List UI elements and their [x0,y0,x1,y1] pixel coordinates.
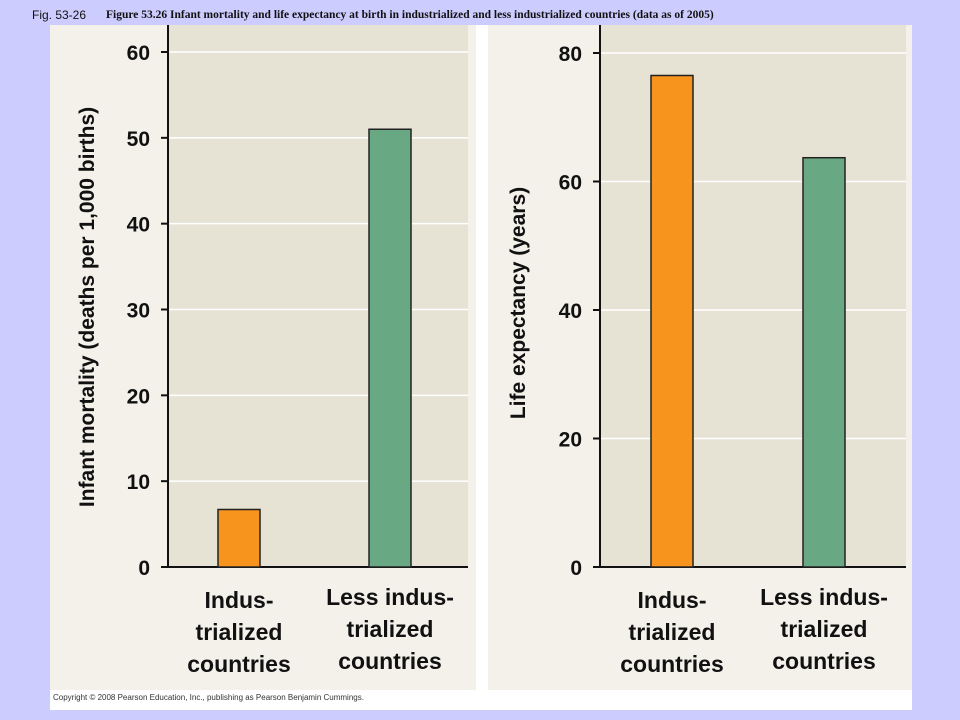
figure-number: Fig. 53-26 [32,8,87,22]
chart-2: 0 20 40 60 80 Indus-trialized countries Less in… [507,25,906,677]
figure-caption: Figure 53.26 Infant mortality and life e… [106,9,714,21]
y-tick-label: 30 [127,300,150,323]
y-tick-label: 60 [559,172,582,195]
bar-less-industrialized [368,128,412,568]
y-tick-label: 0 [570,557,582,580]
y-tick-label: 50 [127,128,150,151]
y-tick-label: 10 [127,471,150,494]
y-tick-label: 20 [127,385,150,408]
bar-industrialized [217,508,261,568]
y-tick-label: 40 [127,214,150,237]
bar-less-industrialized [802,156,846,568]
category-label: Less indus-trialized countries [760,584,888,674]
bar-industrialized [650,74,694,568]
y-tick-label: 60 [127,42,150,65]
plot-area [600,25,906,567]
plot-area [168,25,468,567]
category-label: Indus-trialized countries [187,587,291,677]
category-label: Indus-trialized countries [620,587,724,677]
category-label: Less indus-trialized countries [326,584,454,674]
y-tick-label: 80 [559,43,582,66]
copyright-notice: Copyright © 2008 Pearson Education, Inc.… [53,693,364,702]
y-axis-title: Infant mortality (deaths per 1,000 birth… [76,107,99,507]
y-axis-title: Life expectancy (years) [507,187,530,419]
y-tick-label: 0 [138,557,150,580]
chart-1: 0 10 20 30 40 50 60 Indus-trialized countries Les… [76,25,468,677]
y-tick-label: 20 [559,429,582,452]
y-tick-label: 40 [559,300,582,323]
